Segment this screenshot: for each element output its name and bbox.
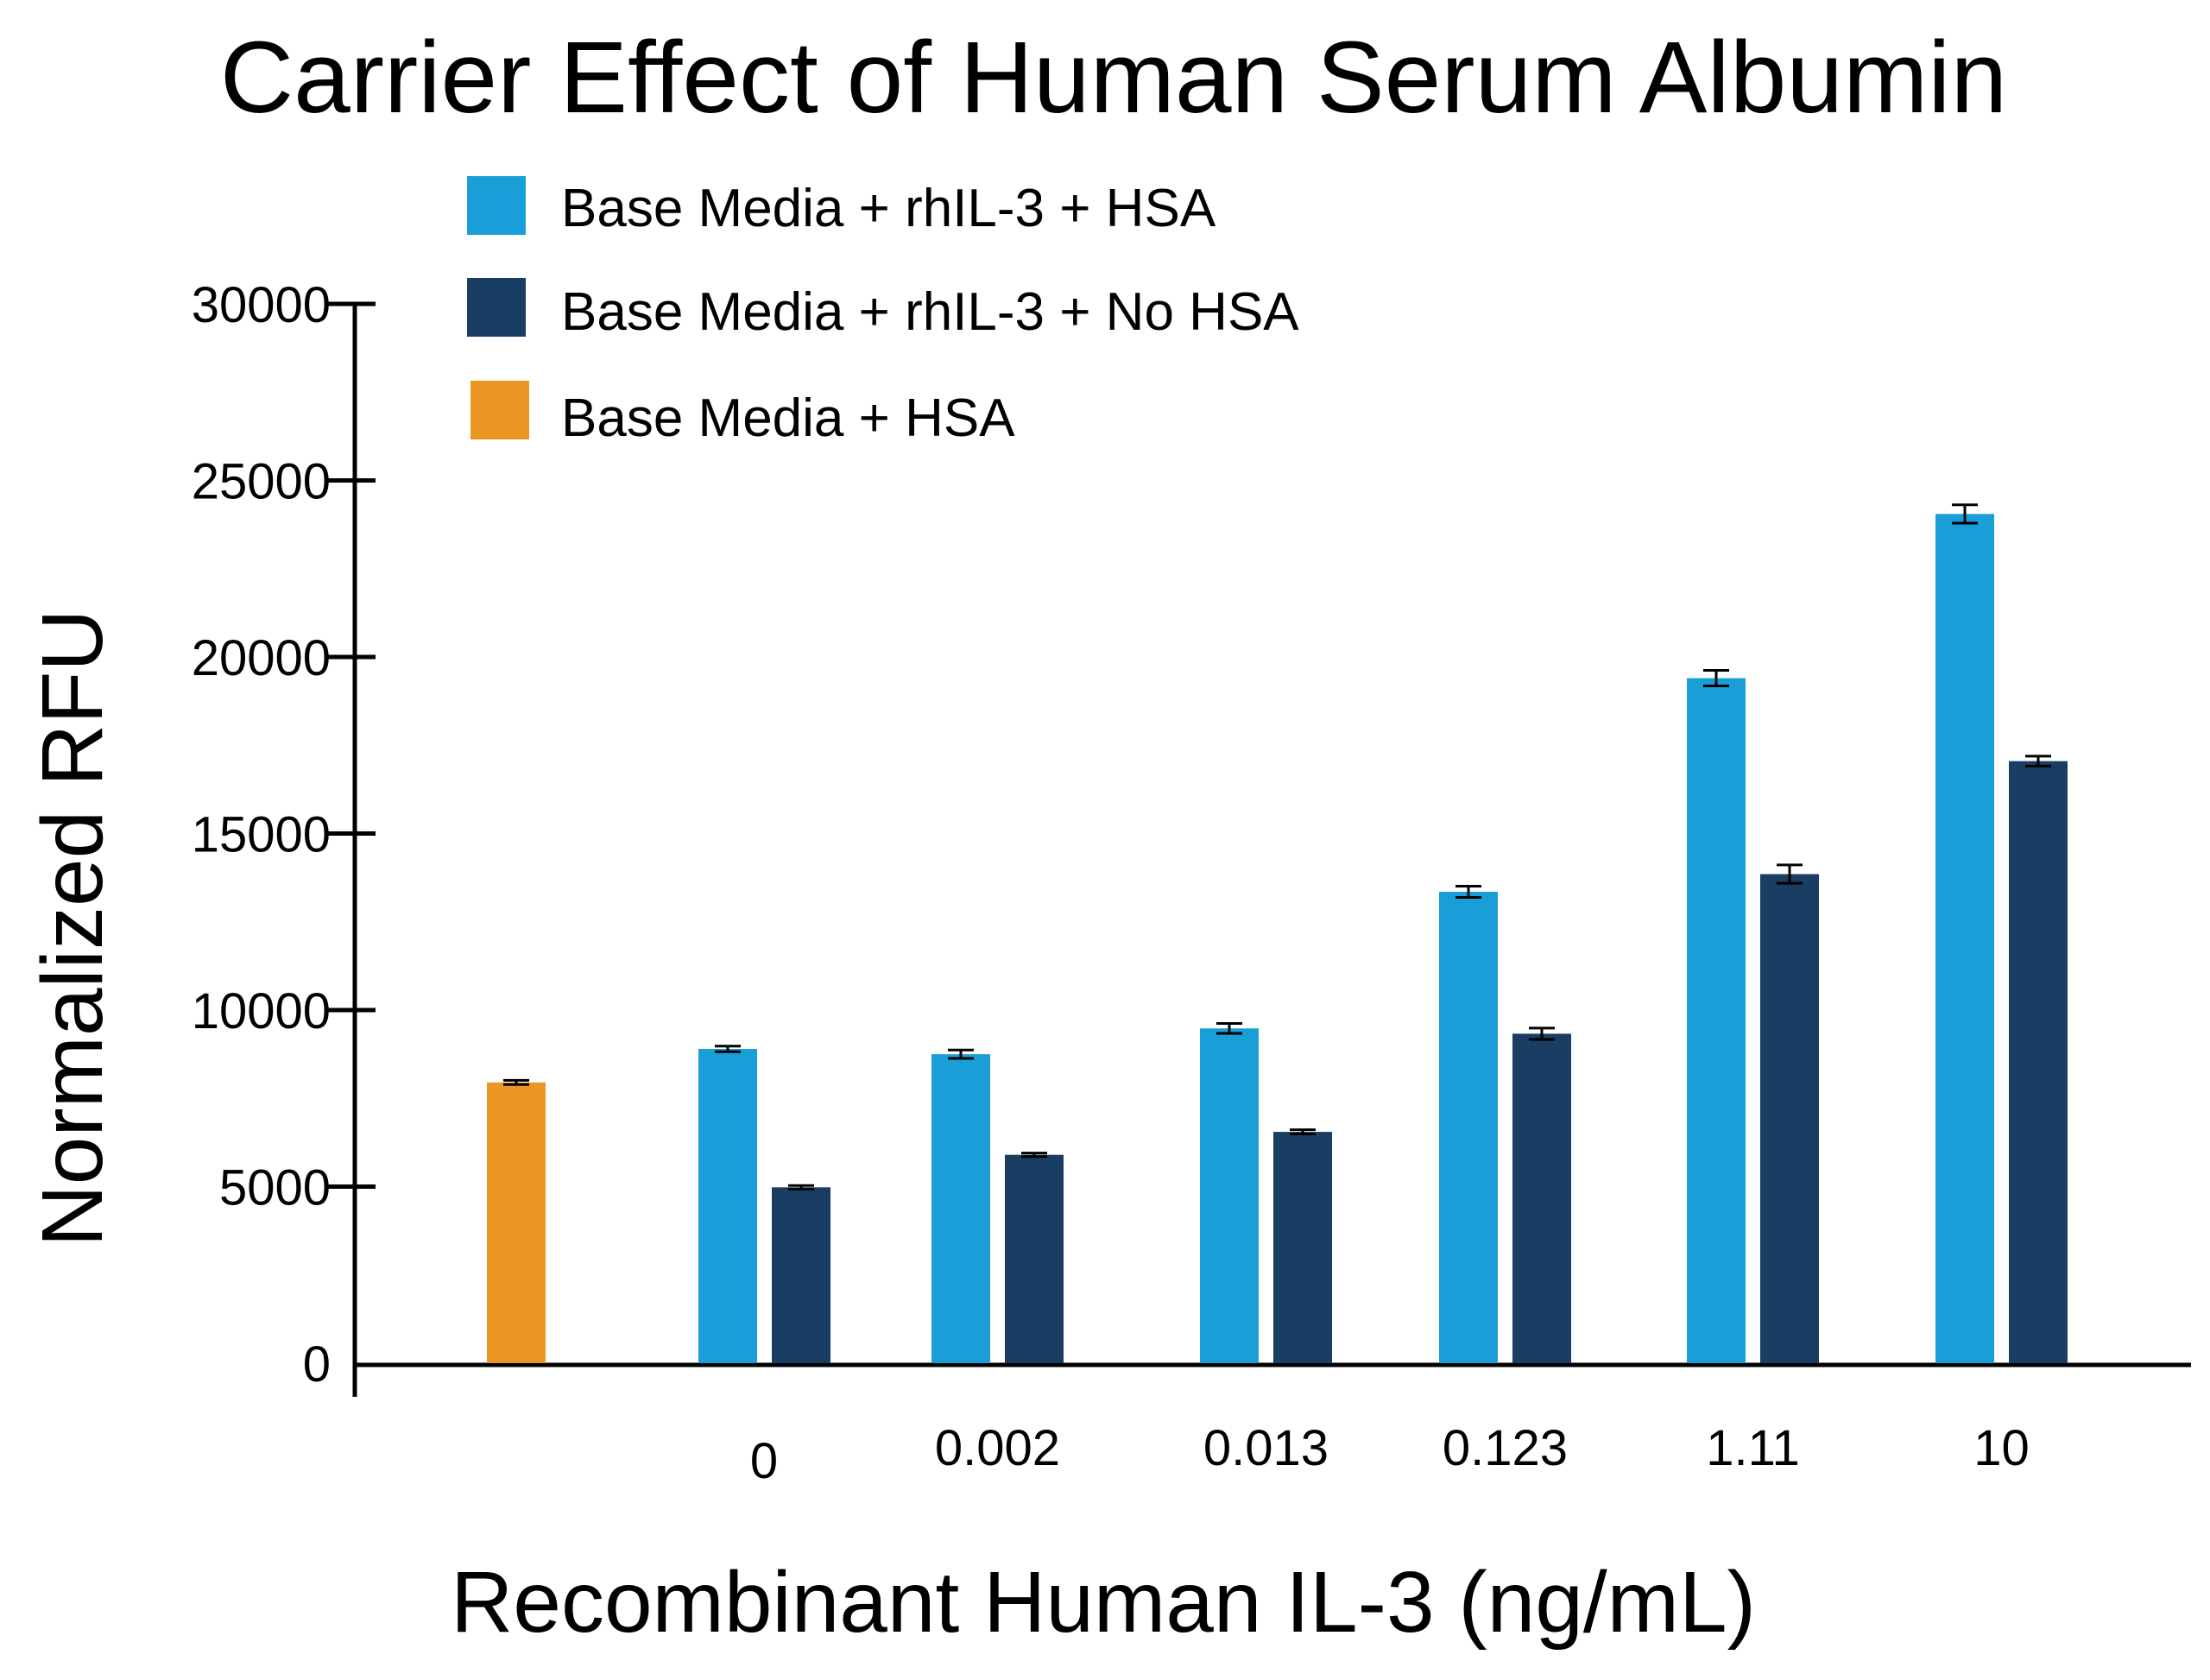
bar-hsa [1687,678,1746,1363]
error-bar [715,1045,741,1053]
error-bar [503,1078,529,1086]
bar-hsa [931,1054,990,1363]
y-tick-label: 25000 [192,454,331,510]
bar-hsa [698,1048,757,1363]
bar-hsa [1935,514,1994,1363]
y-tick-label: 30000 [192,277,331,333]
x-tick-label: 0.013 [1203,1420,1329,1476]
y-tick-label: 20000 [192,630,331,686]
error-bar [1529,1026,1555,1041]
bar-no-hsa [1512,1033,1571,1363]
bars-group [487,503,2068,1363]
error-bar [1455,884,1481,900]
x-tick-labels: 0 0.002 0.013 0.123 1.11 10 [750,1420,2030,1489]
y-axis-title: Normalized RFU [24,609,121,1247]
bar-control [487,1082,546,1363]
error-bar [1290,1128,1316,1136]
bar-no-hsa [1005,1154,1064,1363]
error-bar [948,1048,974,1060]
legend-label-no-hsa: Base Media + rhIL-3 + No HSA [561,282,1299,342]
error-bar [1703,669,1729,688]
bar-no-hsa [2009,761,2068,1363]
bar-no-hsa [772,1187,830,1363]
legend-label-hsa: Base Media + rhIL-3 + HSA [561,179,1216,238]
x-tick-label: 0.123 [1443,1420,1568,1476]
y-tick-label: 5000 [219,1160,331,1216]
legend-swatch-control [470,381,529,439]
bar-hsa [1439,891,1498,1363]
chart-title: Carrier Effect of Human Serum Albumin [220,21,2007,135]
error-bar [1021,1152,1047,1159]
bar-hsa [1200,1028,1259,1363]
error-bar [1216,1022,1242,1035]
error-bar [788,1184,814,1191]
legend-label-control: Base Media + HSA [561,388,1015,448]
y-tick-labels: 0 5000 10000 15000 20000 25000 30000 [192,277,331,1393]
bar-no-hsa [1273,1132,1332,1363]
y-tick-label: 15000 [192,807,331,863]
x-axis-title: Recombinant Human IL-3 (ng/mL) [451,1554,1756,1651]
error-bar [1777,863,1803,885]
x-tick-label: 1.11 [1706,1420,1800,1476]
error-bar [2025,755,2051,767]
y-tick-label: 0 [303,1336,331,1393]
y-axis [328,301,376,1397]
bar-no-hsa [1760,874,1819,1363]
x-tick-label: 10 [1973,1420,2030,1476]
legend-swatch-hsa [467,176,526,235]
x-tick-label: 0 [750,1433,778,1489]
y-tick-label: 10000 [192,983,331,1039]
error-bar [1952,503,1978,525]
legend-swatch-no-hsa [467,278,526,337]
legend: Base Media + rhIL-3 + HSA Base Media + r… [467,176,1299,448]
x-tick-label: 0.002 [935,1420,1060,1476]
